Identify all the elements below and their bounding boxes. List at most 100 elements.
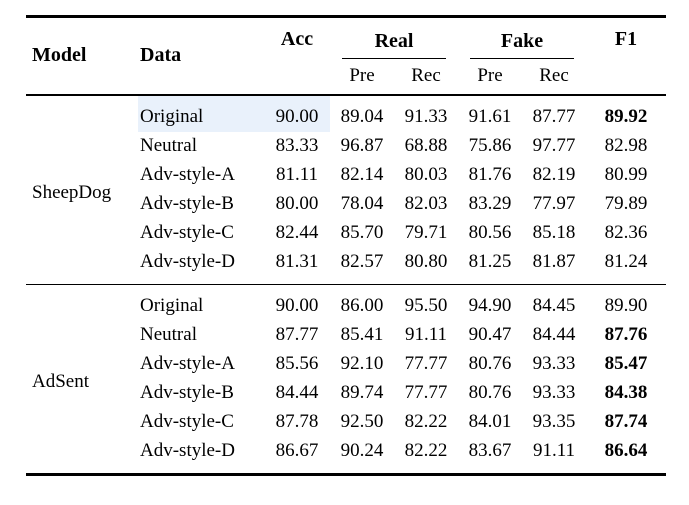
cell-f1: 82.36 (604, 222, 648, 243)
cell-acc: 90.00 (264, 94, 330, 132)
cell-real-rec: 82.22 (404, 440, 448, 461)
table-row: Adv-style-A 85.56 92.10 77.77 80.76 93.33 85.4… (26, 350, 666, 379)
cell-real-rec: 91.33 (404, 106, 448, 127)
cell-real-rec: 82.22 (404, 411, 448, 432)
cell-data: Adv-style-C (140, 411, 234, 432)
cell-real-pre: 85.70 (340, 222, 384, 243)
col-header-real: Real (330, 17, 458, 59)
cell-f1: 89.90 (604, 295, 648, 316)
cell-f1: 82.98 (604, 135, 648, 156)
col-header-fake-pre: Pre (477, 65, 503, 86)
col-header-real-rec: Rec (411, 65, 441, 86)
cell-acc: 87.77 (275, 324, 319, 345)
cell-data: Neutral (140, 324, 197, 345)
cell-acc: 87.78 (275, 411, 319, 432)
cell-acc: 82.44 (275, 222, 319, 243)
col-header-fake: Fake (458, 17, 586, 59)
table-row: Neutral 83.33 96.87 68.88 75.86 97.77 82.98 (26, 132, 666, 161)
col-header-fake-label: Fake (470, 30, 575, 59)
cell-acc: 80.00 (275, 193, 319, 214)
group-adsent: AdSent Original 90.00 86.00 95.50 94.90 84.45 8… (26, 284, 666, 474)
col-header-real-pre: Pre (349, 65, 375, 86)
cell-data: Original (138, 94, 264, 132)
cell-data: Adv-style-C (140, 222, 234, 243)
cell-fake-rec: 85.18 (532, 222, 576, 243)
cell-fake-pre: 80.56 (468, 222, 512, 243)
table-row: Adv-style-C 87.78 92.50 82.22 84.01 93.35 87.7… (26, 408, 666, 437)
table-row: Adv-style-C 82.44 85.70 79.71 80.56 85.18 82.3… (26, 219, 666, 248)
cell-acc: 81.11 (275, 164, 319, 185)
cell-fake-pre: 94.90 (468, 295, 512, 316)
cell-f1: 86.64 (604, 440, 648, 461)
table-row: Neutral 87.77 85.41 91.11 90.47 84.44 87.76 (26, 321, 666, 350)
cell-real-pre: 85.41 (340, 324, 384, 345)
cell-acc: 83.33 (275, 135, 319, 156)
table-header: Model Data Acc Real Fake F1 Pre Rec Pre … (26, 17, 667, 95)
cell-data: Original (140, 295, 204, 316)
header-row-groups: Model Data Acc Real Fake F1 (26, 17, 666, 66)
cell-f1: 89.92 (604, 106, 648, 127)
table-row: Adv-style-B 84.44 89.74 77.77 80.76 93.33 84.3… (26, 379, 666, 408)
cell-real-rec: 95.50 (404, 295, 448, 316)
cell-fake-rec: 84.45 (532, 295, 576, 316)
cell-acc: 86.67 (275, 440, 319, 461)
table-row: AdSent Original 90.00 86.00 95.50 94.90 84.45 8… (26, 284, 666, 392)
cell-real-pre: 86.00 (340, 295, 384, 316)
col-header-fake-rec: Rec (539, 65, 569, 86)
cell-real-pre: 89.04 (340, 106, 384, 127)
cell-real-pre: 92.50 (340, 411, 384, 432)
cell-real-rec: 80.03 (404, 164, 448, 185)
cell-real-pre: 96.87 (340, 135, 384, 156)
cell-fake-rec: 87.77 (532, 106, 576, 127)
cell-f1: 85.47 (604, 353, 648, 374)
cell-fake-pre: 90.47 (468, 324, 512, 345)
cell-acc: 84.44 (275, 382, 319, 403)
cell-fake-pre: 84.01 (468, 411, 512, 432)
cell-data: Adv-style-A (140, 164, 235, 185)
table-row: Adv-style-D 81.31 82.57 80.80 81.25 81.87 81.2… (26, 248, 666, 285)
cell-f1: 87.74 (604, 411, 648, 432)
header-row-subcolumns: Pre Rec Pre Rec (26, 59, 666, 95)
col-header-model: Model (32, 44, 87, 67)
cell-fake-rec: 93.33 (532, 353, 576, 374)
cell-fake-rec: 81.87 (532, 251, 576, 272)
cell-fake-rec: 84.44 (532, 324, 576, 345)
cell-real-rec: 77.77 (404, 353, 448, 374)
group-model-label: AdSent (32, 371, 89, 392)
cell-f1: 81.24 (604, 251, 648, 272)
cell-real-pre: 92.10 (340, 353, 384, 374)
cell-data: Adv-style-B (140, 193, 234, 214)
cell-real-pre: 89.74 (340, 382, 384, 403)
cell-fake-pre: 91.61 (468, 106, 512, 127)
table-row: Adv-style-A 81.11 82.14 80.03 81.76 82.19 80.9… (26, 161, 666, 190)
cell-fake-pre: 83.29 (468, 193, 512, 214)
cell-fake-rec: 77.97 (532, 193, 576, 214)
cell-f1: 80.99 (604, 164, 648, 185)
cell-real-pre: 82.14 (340, 164, 384, 185)
cell-data: Neutral (140, 135, 197, 156)
table-row: SheepDog Original 90.00 89.04 91.33 91.61 87.7… (26, 94, 666, 203)
cell-real-rec: 77.77 (404, 382, 448, 403)
cell-data: Adv-style-D (140, 251, 235, 272)
cell-f1: 84.38 (604, 382, 648, 403)
cell-fake-rec: 97.77 (532, 135, 576, 156)
col-header-acc: Acc (280, 28, 314, 50)
col-header-data: Data (140, 44, 182, 67)
cell-fake-rec: 82.19 (532, 164, 576, 185)
cell-fake-pre: 81.25 (468, 251, 512, 272)
cell-real-rec: 79.71 (404, 222, 448, 243)
col-header-real-label: Real (342, 30, 447, 59)
col-header-f1: F1 (614, 28, 638, 50)
cell-fake-pre: 80.76 (468, 353, 512, 374)
cell-fake-rec: 93.35 (532, 411, 576, 432)
cell-fake-pre: 75.86 (468, 135, 512, 156)
results-table: Model Data Acc Real Fake F1 Pre Rec Pre … (26, 15, 667, 476)
cell-acc: 81.31 (275, 251, 319, 272)
cell-real-pre: 82.57 (340, 251, 384, 272)
cell-f1: 87.76 (604, 324, 648, 345)
cell-data: Adv-style-A (140, 353, 235, 374)
cell-real-pre: 90.24 (340, 440, 384, 461)
cell-real-rec: 82.03 (404, 193, 448, 214)
cell-data: Adv-style-B (140, 382, 234, 403)
cell-fake-pre: 80.76 (468, 382, 512, 403)
